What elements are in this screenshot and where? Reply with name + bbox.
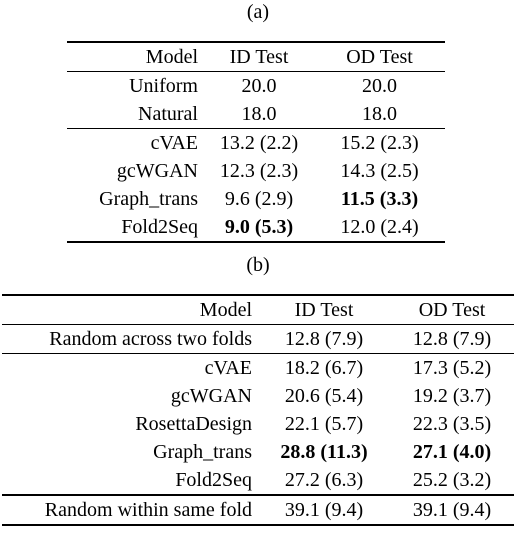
id-test-cell: 20.0: [241, 75, 277, 97]
table-row: Graph_trans 28.8 (11.3) 27.1 (4.0): [2, 438, 514, 466]
od-test-cell: 39.1 (9.4): [412, 499, 492, 521]
model-cell: Random within same fold: [44, 499, 252, 521]
model-cell: gcWGAN: [170, 385, 252, 407]
table-row: Random across two folds 12.8 (7.9) 12.8 …: [2, 325, 514, 354]
id-test-cell: 12.3 (2.3): [219, 160, 299, 182]
od-test-cell: 14.3 (2.5): [340, 160, 419, 182]
od-test-cell-best: 11.5 (3.3): [340, 188, 419, 210]
table-row: gcWGAN 12.3 (2.3) 14.3 (2.5): [67, 157, 445, 185]
table-row: cVAE 18.2 (6.7) 17.3 (5.2): [2, 353, 514, 383]
table-row: RosettaDesign 22.1 (5.7) 22.3 (3.5): [2, 410, 514, 438]
od-test-cell: 20.0: [362, 75, 397, 97]
table-b-caption: (b): [246, 254, 270, 276]
model-cell: cVAE: [150, 132, 198, 154]
column-header-id-test: ID Test: [294, 299, 354, 321]
table-header-row: Model ID Test OD Test: [67, 42, 445, 72]
id-test-cell: 18.0: [241, 103, 277, 125]
table-row: Random within same fold 39.1 (9.4) 39.1 …: [2, 495, 514, 525]
od-test-cell: 15.2 (2.3): [340, 132, 419, 154]
id-test-cell: 27.2 (6.3): [284, 469, 364, 491]
column-header-model: Model: [199, 299, 252, 321]
table-row: gcWGAN 20.6 (5.4) 19.2 (3.7): [2, 382, 514, 410]
od-test-cell: 12.0 (2.4): [340, 216, 419, 238]
table-row: Fold2Seq 9.0 (5.3) 12.0 (2.4): [67, 213, 445, 242]
id-test-cell: 39.1 (9.4): [284, 499, 364, 521]
column-header-od-test: OD Test: [418, 299, 486, 321]
id-test-cell-best: 9.0 (5.3): [224, 216, 294, 238]
id-test-cell: 12.8 (7.9): [284, 328, 364, 350]
table-b: Model ID Test OD Test Random across two …: [2, 294, 514, 526]
model-cell: Graph_trans: [99, 188, 198, 210]
od-test-cell: 19.2 (3.7): [412, 385, 492, 407]
model-cell: Fold2Seq: [175, 469, 252, 491]
table-row: Graph_trans 9.6 (2.9) 11.5 (3.3): [67, 185, 445, 213]
table-a-caption: (a): [246, 1, 270, 23]
column-header-od-test: OD Test: [346, 46, 413, 68]
model-cell: Random across two folds: [49, 328, 252, 350]
table-row: Uniform 20.0 20.0: [67, 72, 445, 101]
od-test-cell: 17.3 (5.2): [412, 357, 492, 379]
model-cell: Graph_trans: [153, 441, 252, 463]
model-cell: RosettaDesign: [135, 413, 252, 435]
table-row: Natural 18.0 18.0: [67, 100, 445, 129]
table-row: Fold2Seq 27.2 (6.3) 25.2 (3.2): [2, 466, 514, 495]
model-cell: gcWGAN: [116, 160, 198, 182]
model-cell: Natural: [138, 103, 198, 125]
od-test-cell: 22.3 (3.5): [412, 413, 492, 435]
id-test-cell: 9.6 (2.9): [224, 188, 294, 210]
model-cell: Fold2Seq: [121, 216, 198, 238]
od-test-cell-best: 27.1 (4.0): [412, 441, 492, 463]
model-cell: cVAE: [204, 357, 252, 379]
table-row: cVAE 13.2 (2.2) 15.2 (2.3): [67, 128, 445, 158]
table-a: Model ID Test OD Test Uniform 20.0 20.0 …: [67, 41, 445, 243]
column-header-id-test: ID Test: [229, 46, 289, 68]
od-test-cell: 25.2 (3.2): [412, 469, 492, 491]
model-cell: Uniform: [129, 75, 198, 97]
table-header-row: Model ID Test OD Test: [2, 295, 514, 325]
id-test-cell: 22.1 (5.7): [284, 413, 364, 435]
id-test-cell-best: 28.8 (11.3): [280, 441, 368, 463]
od-test-cell: 18.0: [362, 103, 397, 125]
id-test-cell: 13.2 (2.2): [219, 132, 299, 154]
id-test-cell: 18.2 (6.7): [284, 357, 364, 379]
id-test-cell: 20.6 (5.4): [284, 385, 364, 407]
od-test-cell: 12.8 (7.9): [412, 328, 492, 350]
column-header-model: Model: [145, 46, 198, 68]
